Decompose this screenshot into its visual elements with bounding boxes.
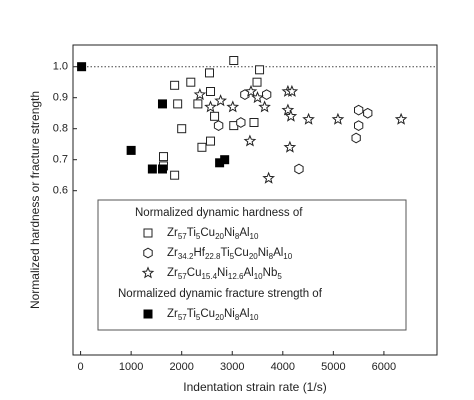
point — [147, 164, 157, 174]
point — [229, 56, 239, 65]
point — [170, 80, 180, 90]
point — [193, 87, 207, 101]
point — [157, 99, 167, 109]
point — [213, 120, 224, 131]
legend-marker — [143, 309, 153, 319]
point — [331, 112, 345, 125]
point — [255, 65, 265, 75]
legend-heading: Normalized dynamic hardness of — [135, 207, 303, 219]
legend-label: Zr57​Cu15.4​Ni12.6​Al10​Nb5​ — [167, 267, 282, 281]
legend-marker — [143, 247, 153, 259]
point — [258, 100, 271, 113]
point — [206, 136, 216, 146]
point — [249, 118, 259, 127]
y-tick-label: 0.6 — [53, 185, 68, 197]
legend: Normalized dynamic hardness of Normalized… — [97, 199, 407, 331]
point — [285, 84, 299, 97]
point — [226, 100, 240, 113]
y-tick-label: 1.0 — [53, 61, 68, 73]
legend-label: Zr57​Ti5​Cu20​Ni8​Al10​ — [167, 308, 259, 322]
point — [281, 103, 295, 116]
point — [77, 62, 87, 72]
point — [204, 100, 217, 113]
y-tick-label: 0.7 — [53, 154, 68, 166]
x-tick-label: 2000 — [169, 361, 193, 373]
point — [363, 107, 373, 119]
legend-label: Zr57​Ti5​Cu20​Ni8​Al10​ — [167, 227, 259, 241]
point — [205, 68, 214, 78]
point — [158, 152, 168, 162]
x-tick-label: 3000 — [220, 361, 244, 373]
point — [220, 155, 230, 165]
point — [236, 117, 246, 128]
point — [173, 99, 183, 109]
point — [252, 77, 262, 87]
legend-heading: Normalized dynamic fracture strength of — [118, 288, 323, 300]
y-tick-label: 0.9 — [53, 92, 68, 104]
point — [354, 120, 364, 131]
point — [170, 170, 180, 180]
point — [262, 171, 276, 184]
point — [177, 124, 187, 134]
point — [126, 145, 136, 155]
point — [354, 104, 364, 116]
point — [197, 142, 207, 152]
legend-box — [97, 199, 407, 331]
point — [284, 109, 298, 122]
point — [210, 111, 220, 121]
point — [294, 163, 304, 175]
point — [244, 84, 258, 97]
point — [157, 164, 167, 174]
legend-label: Zr34.2​Hf22.8​Ti5​Cu20​Ni8​Al10​ — [167, 247, 293, 261]
point — [302, 112, 315, 125]
x-tick-label: 4000 — [271, 361, 295, 373]
y-axis-title: Normalized hardness or fracture strength — [28, 91, 42, 309]
x-tick-label: 6000 — [372, 361, 396, 373]
x-axis-title: Indentation strain rate (1/s) — [183, 380, 326, 394]
point — [243, 134, 257, 147]
point — [193, 99, 203, 109]
x-tick-label: 0 — [78, 361, 84, 373]
point — [186, 77, 196, 87]
x-tick-label: 1000 — [119, 361, 143, 373]
point — [251, 91, 264, 104]
point — [262, 89, 272, 100]
legend-marker — [141, 266, 155, 279]
legend-marker — [143, 228, 153, 238]
point — [351, 132, 361, 144]
plot-frame — [72, 44, 438, 356]
x-tick-label: 5000 — [321, 361, 345, 373]
point — [283, 140, 297, 153]
y-tick-label: 0.8 — [53, 123, 68, 135]
point — [394, 112, 408, 125]
point — [214, 94, 228, 107]
point — [206, 87, 216, 96]
